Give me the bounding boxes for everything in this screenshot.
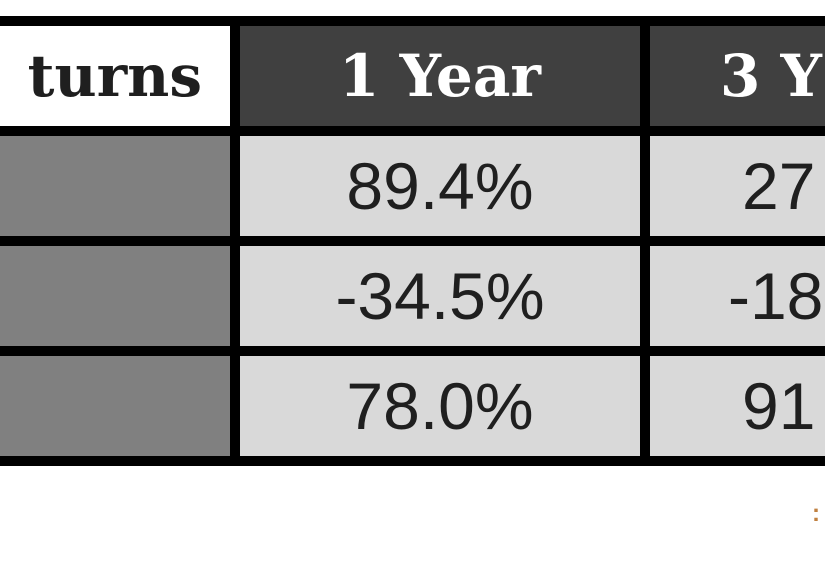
row-label-2 (0, 246, 230, 346)
header-3-year: 3 Y (650, 26, 825, 126)
row-label-3 (0, 356, 230, 456)
table-border-header-bottom (0, 126, 825, 136)
table-border-top (0, 16, 825, 26)
table-border-col2 (640, 16, 650, 466)
row2-1-year-value: -34.5% (240, 246, 640, 346)
table-border-col1 (230, 16, 240, 466)
row1-1-year-value: 89.4% (240, 136, 640, 236)
table-border-bottom (0, 456, 825, 466)
footnote-fragment: : (812, 500, 820, 524)
row2-3-year-value: -18 (650, 246, 825, 346)
table-border-row2-bottom (0, 346, 825, 356)
header-returns-label: turns (0, 26, 230, 126)
table-border-row1-bottom (0, 236, 825, 246)
row1-3-year-value: 27 (650, 136, 825, 236)
header-1-year: 1 Year (240, 26, 640, 126)
row-label-1 (0, 136, 230, 236)
row3-3-year-value: 91 (650, 356, 825, 456)
row3-1-year-value: 78.0% (240, 356, 640, 456)
